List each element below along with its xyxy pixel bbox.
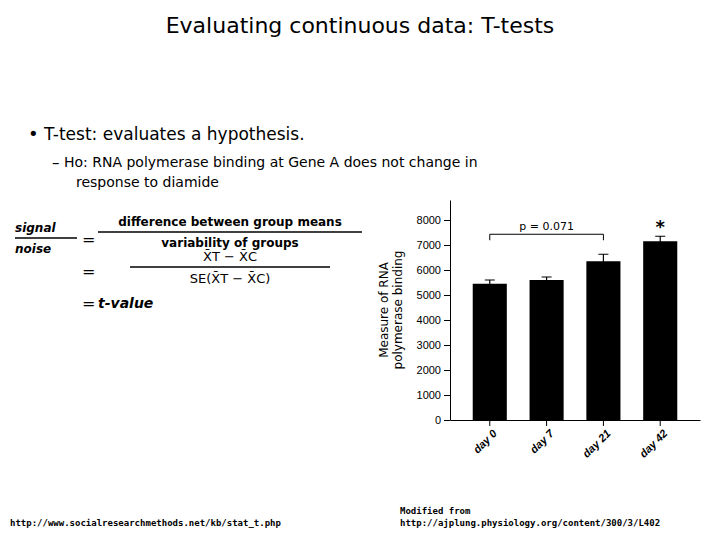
significance-bracket (490, 234, 604, 240)
y-tick-label: 2000 (417, 364, 441, 376)
formula-text: noise (15, 242, 51, 256)
y-tick: 6000 (417, 264, 450, 276)
x-tick-label: day 21 (580, 427, 613, 460)
sub-bullet-text: Ho: RNA polymerase binding at Gene A doe… (64, 154, 478, 170)
y-tick: 0 (435, 414, 450, 426)
axis-line (451, 420, 701, 421)
formula-text: variability of groups (161, 236, 298, 250)
footer-text: http://www.socialresearchmethods.net/kb/… (10, 518, 282, 528)
y-axis-title: Measure of RNApolymerase binding (377, 251, 405, 370)
y-tick-mark (444, 295, 450, 296)
formula-text: SE(X̄T − X̄C) (190, 271, 271, 286)
y-tick-mark (444, 370, 450, 371)
text-line: Measure of RNA (377, 261, 391, 358)
y-tick-mark (444, 395, 450, 396)
x-tick-mark (489, 420, 490, 426)
error-bar (485, 280, 495, 288)
text-line: Modified from (400, 506, 471, 516)
y-tick: 3000 (417, 339, 450, 351)
x-tick-mark (546, 420, 547, 426)
y-tick-mark (444, 320, 450, 321)
x-tick-mark (660, 420, 661, 426)
x-tick: day 42 (637, 420, 670, 460)
x-tick-label: day 42 (637, 427, 670, 460)
y-tick-mark (444, 345, 450, 346)
y-tick-mark (444, 420, 450, 421)
fraction-bar (98, 231, 362, 233)
y-tick-label: 4000 (417, 314, 441, 326)
title: Evaluating continuous data: T-tests (166, 13, 555, 38)
bar (586, 261, 620, 420)
y-tick-label: 7000 (417, 239, 441, 251)
formula-text: t-value (98, 295, 153, 311)
y-tick: 5000 (417, 289, 450, 301)
sub-bullet: – (52, 154, 60, 172)
y-tick-label: 0 (435, 414, 441, 426)
bar (530, 280, 564, 420)
p-value-label: p = 0.071 (519, 220, 574, 233)
footer-text: Modified from http://ajplung.physiology.o… (400, 506, 660, 528)
y-tick-mark (444, 245, 450, 246)
text-line: polymerase binding (391, 251, 405, 370)
y-tick: 1000 (417, 389, 450, 401)
formula-text: X̄T − X̄C (203, 249, 257, 264)
y-tick-label: 6000 (417, 264, 441, 276)
error-bar (542, 277, 552, 283)
error-bar (598, 254, 608, 268)
bullet-text: T-test: evaluates a hypothesis. (43, 124, 305, 144)
error-bar (655, 236, 665, 246)
y-axis: 0 1000 2000 3000 4000 5000 6000 7000 8000 (417, 201, 451, 427)
slide-texts: •T-test: evaluates a hypothesis. –Ho: RNA… (10, 123, 660, 528)
y-tick-label: 1000 (417, 389, 441, 401)
x-tick-label: day 7 (528, 426, 557, 455)
text-line: http://ajplung.physiology.org/content/30… (400, 518, 660, 528)
fraction-bar (15, 237, 77, 239)
bar (643, 241, 677, 420)
y-tick: 2000 (417, 364, 450, 376)
x-tick-label: day 0 (471, 426, 500, 455)
formula-text: difference between group means (118, 215, 342, 229)
y-tick-label: 8000 (417, 214, 441, 226)
y-tick: 8000 (417, 214, 450, 226)
bullet: • (28, 123, 39, 144)
marks (473, 236, 678, 420)
x-tick-mark (603, 420, 604, 426)
x-tick: day 21 (580, 420, 613, 460)
axis-line (450, 201, 451, 421)
y-tick-mark (444, 220, 450, 221)
y-tick: 7000 (417, 239, 450, 251)
chart: Evaluating continuous data: T-tests •T-te… (0, 0, 720, 540)
x-tick: day 7 (528, 420, 557, 455)
fraction-bar (130, 266, 330, 268)
x-axis: day 0 day 7 day 21 day 42 (451, 420, 701, 460)
y-tick-label: 3000 (417, 339, 441, 351)
sub-bullet-text: response to diamide (76, 174, 219, 190)
bar (473, 284, 507, 420)
y-tick: 4000 (417, 314, 450, 326)
bar-annotations: p = 0.071 * (490, 216, 666, 240)
equals-sign: = (82, 230, 95, 249)
equals-sign: = (82, 262, 95, 281)
x-tick: day 0 (471, 420, 500, 455)
significance-star: * (656, 216, 666, 237)
y-tick-mark (444, 270, 450, 271)
formula-text: signal (15, 221, 56, 235)
equals-sign: = (82, 294, 95, 313)
y-tick-label: 5000 (417, 289, 441, 301)
